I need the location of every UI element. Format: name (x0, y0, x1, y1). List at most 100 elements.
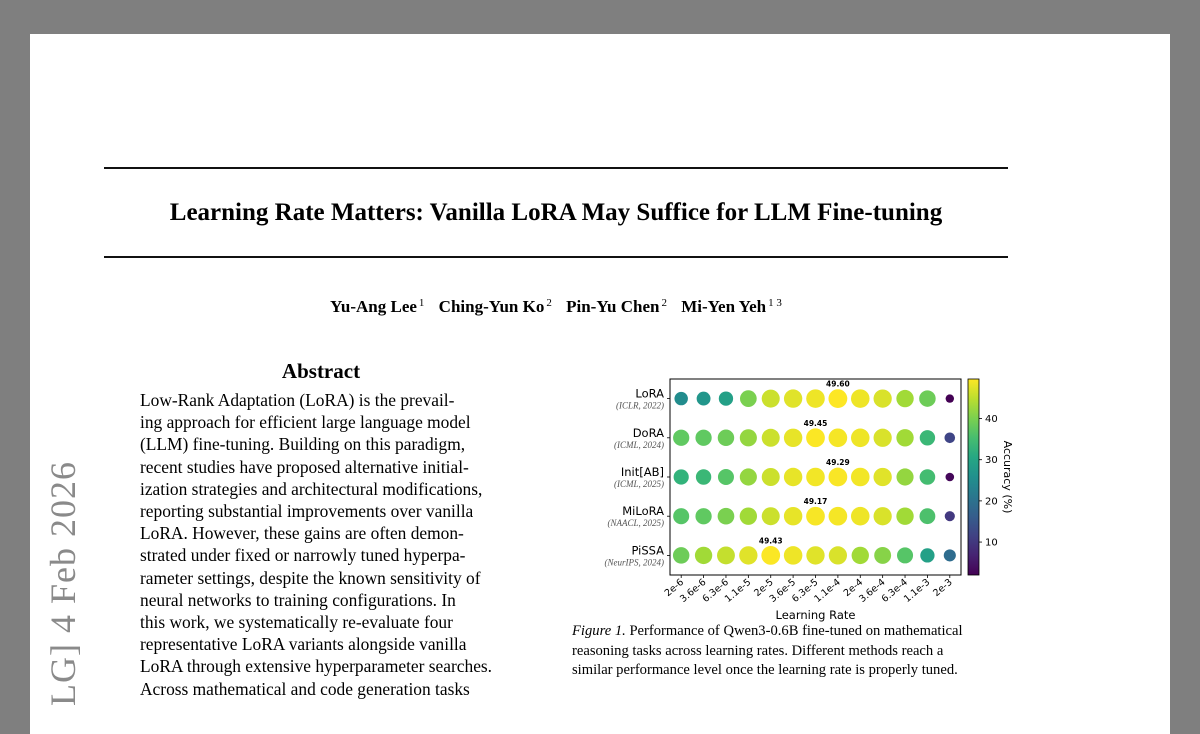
accuracy-bubble (850, 467, 870, 487)
accuracy-bubble (717, 507, 735, 525)
abstract-line: Low-Rank Adaptation (LoRA) is the prevai… (140, 390, 455, 410)
figure-label: Figure 1. (572, 623, 626, 639)
accuracy-bubble (920, 548, 935, 563)
accuracy-bubble (761, 467, 780, 487)
accuracy-bubble (717, 429, 735, 447)
accuracy-bubble (695, 469, 712, 485)
accuracy-bubble (761, 546, 781, 565)
accuracy-bubble (828, 428, 848, 448)
accuracy-bubble (919, 430, 936, 446)
best-accuracy-label: 49.17 (804, 497, 828, 506)
method-label: LoRA (635, 387, 664, 401)
abstract-line: this work, we systematically re-evaluate… (140, 612, 453, 633)
accuracy-bubble (695, 429, 712, 446)
x-tick-label: 1.1e-4 (812, 577, 842, 605)
accuracy-bubble (873, 467, 892, 487)
best-accuracy-label: 49.29 (826, 458, 850, 467)
accuracy-bubble (806, 389, 825, 408)
accuracy-bubble (673, 508, 690, 525)
accuracy-bubble (673, 429, 690, 446)
accuracy-bubble (695, 508, 712, 525)
accuracy-bubble (828, 467, 848, 487)
accuracy-bubble-chart: 2e-63.6e-66.3e-61.1e-52e-53.6e-56.3e-51.… (605, 378, 1014, 622)
venue-label: (NeurIPS, 2024) (605, 557, 665, 567)
abstract-heading: Abstract (281, 359, 361, 383)
abstract-line: rameter settings, despite the known sens… (140, 567, 481, 588)
colorbar-tick-label: 20 (985, 496, 998, 507)
accuracy-bubble (873, 428, 892, 447)
accuracy-bubble (806, 506, 825, 526)
paper-page (30, 34, 1170, 734)
x-tick-label: 1.1e-5 (723, 577, 753, 605)
abstract-line: recent studies have proposed alternative… (140, 456, 469, 477)
accuracy-bubble (783, 546, 803, 565)
accuracy-bubble (919, 469, 936, 485)
caption-line: reasoning tasks across learning rates. D… (572, 642, 944, 659)
accuracy-bubble (828, 389, 848, 408)
accuracy-bubble (761, 389, 780, 408)
caption-line: Figure 1. Performance of Qwen3-0.6B fine… (572, 623, 963, 639)
author: Ching-Yun Ko 2 (438, 297, 552, 316)
accuracy-bubble (806, 546, 825, 565)
accuracy-bubble (783, 428, 803, 448)
accuracy-bubble (761, 507, 780, 526)
abstract-line: reporting substantial improvements over … (140, 501, 474, 522)
colorbar-tick-label: 40 (985, 414, 998, 425)
accuracy-bubble (739, 468, 757, 486)
accuracy-bubble (897, 547, 914, 564)
accuracy-bubble (850, 506, 870, 526)
author: Yu-Ang Lee 1 (330, 297, 425, 316)
accuracy-bubble (896, 507, 914, 525)
title-rule-bottom (104, 256, 1008, 258)
method-label: Init[AB] (621, 465, 664, 479)
abstract-line: representative LoRA variants alongside v… (140, 634, 467, 655)
accuracy-bubble (945, 472, 955, 482)
abstract-line: ing approach for efficient large languag… (140, 412, 471, 433)
accuracy-bubble (806, 428, 825, 448)
accuracy-bubble (717, 468, 734, 486)
colorbar (967, 378, 980, 576)
accuracy-bubble (761, 428, 780, 447)
accuracy-bubble (674, 391, 688, 406)
accuracy-bubble (739, 429, 757, 447)
accuracy-bubble (828, 546, 848, 565)
accuracy-bubble (873, 389, 892, 408)
abstract-line: neural networks to training configuratio… (140, 589, 456, 610)
venue-label: (NAACL, 2025) (607, 518, 664, 528)
x-axis-label: Learning Rate (776, 608, 856, 622)
accuracy-bubble (943, 549, 956, 562)
figure-caption: Figure 1. Performance of Qwen3-0.6B fine… (572, 622, 1022, 681)
abstract-line: strated under fixed or narrowly tuned hy… (140, 545, 466, 566)
venue-label: (ICML, 2024) (614, 440, 664, 450)
abstract-line: LoRA. However, these gains are often dem… (140, 523, 464, 544)
abstract-body: Low-Rank Adaptation (LoRA) is the prevai… (140, 389, 508, 700)
accuracy-bubble (739, 390, 757, 407)
accuracy-bubble (896, 389, 914, 408)
accuracy-bubble (873, 507, 892, 526)
accuracy-bubble (717, 546, 735, 565)
abstract-line: LoRA through extensive hyperparameter se… (140, 656, 493, 677)
accuracy-bubble (944, 511, 955, 522)
accuracy-bubble (850, 389, 870, 408)
accuracy-bubble (783, 467, 803, 487)
accuracy-bubble (696, 391, 711, 406)
best-accuracy-label: 49.60 (826, 380, 850, 389)
accuracy-bubble (739, 507, 758, 525)
abstract-line: (LLM) fine-tuning. Building on this para… (140, 434, 466, 455)
accuracy-bubble (828, 506, 848, 526)
method-label: MiLoRA (622, 504, 664, 518)
accuracy-bubble (919, 390, 936, 407)
accuracy-bubble (850, 428, 870, 448)
colorbar-label: Accuracy (%) (1001, 441, 1014, 514)
accuracy-bubble (783, 506, 803, 526)
abstract-line: ization strategies and architectural mod… (140, 478, 483, 499)
accuracy-bubble (896, 468, 914, 486)
accuracy-bubble (851, 546, 869, 565)
author: Pin-Yu Chen 2 (566, 297, 667, 316)
accuracy-bubble (944, 432, 956, 444)
accuracy-bubble (718, 391, 734, 406)
method-label: DoRA (633, 426, 664, 440)
accuracy-bubble (919, 508, 936, 525)
author: Mi-Yen Yeh 1 3 (681, 297, 782, 316)
best-accuracy-label: 49.45 (804, 419, 828, 428)
